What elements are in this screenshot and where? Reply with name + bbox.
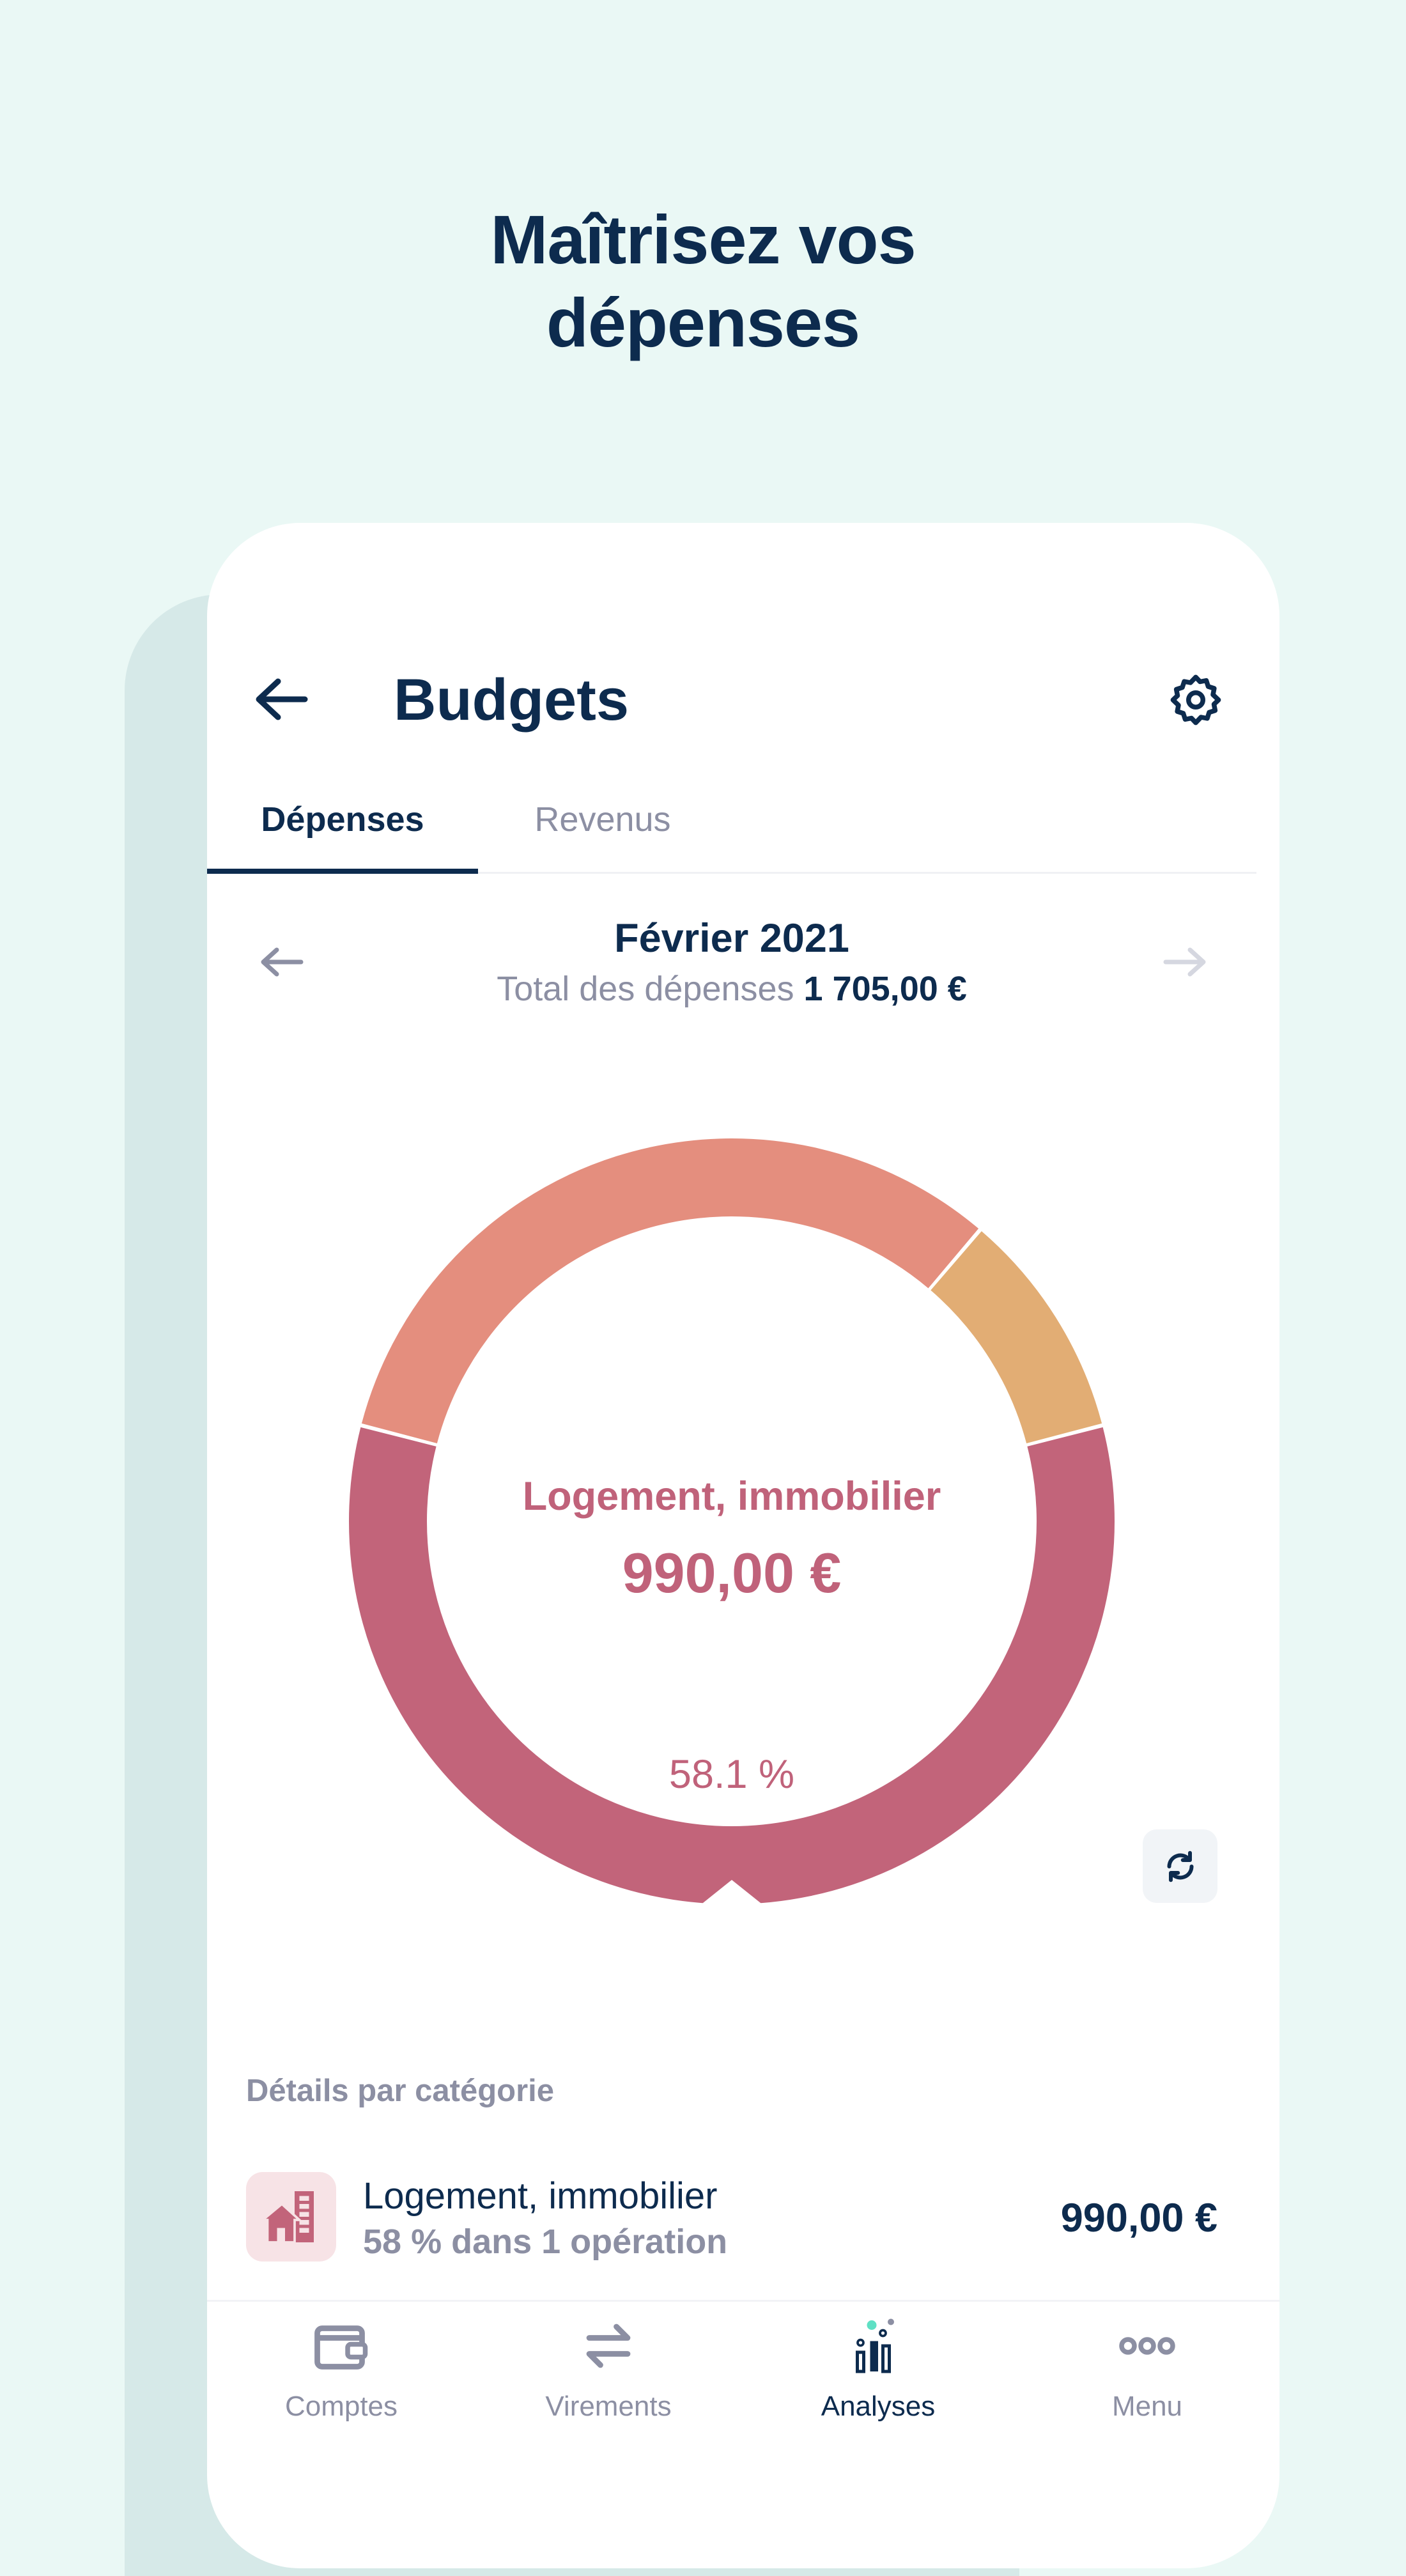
item-amount: 990,00 € bbox=[1060, 2196, 1217, 2240]
back-button[interactable] bbox=[252, 674, 310, 725]
nav-label: Comptes bbox=[284, 2391, 398, 2422]
tab-revenus[interactable]: Revenus bbox=[534, 800, 671, 839]
nav-comptes[interactable]: Comptes bbox=[245, 2314, 437, 2423]
headline: Maîtrisez vos dépenses bbox=[0, 198, 1406, 364]
total-expenses: Total des dépenses 1 705,00 € bbox=[497, 969, 967, 1009]
total-label: Total des dépenses bbox=[497, 970, 794, 1008]
total-value: 1 705,00 € bbox=[803, 970, 967, 1008]
bottom-nav-divider bbox=[207, 2300, 1279, 2302]
donut-amount: 990,00 € bbox=[622, 1541, 842, 1604]
item-name: Logement, immobilier bbox=[363, 2175, 718, 2217]
donut-category-label: Logement, immobilier bbox=[522, 1474, 941, 1519]
headline-line1: Maîtrisez vos bbox=[490, 201, 916, 278]
transfer-arrows-icon bbox=[586, 2324, 631, 2368]
details-heading: Détails par catégorie bbox=[246, 2074, 555, 2108]
tab-depenses[interactable]: Dépenses bbox=[261, 800, 424, 839]
headline-line2: dépenses bbox=[546, 284, 860, 361]
more-dots-icon bbox=[1119, 2337, 1175, 2355]
refresh-icon bbox=[1167, 1851, 1193, 1882]
page-title: Budgets bbox=[394, 667, 629, 733]
month-label: Février 2021 bbox=[614, 916, 849, 961]
wallet-icon bbox=[314, 2325, 368, 2370]
active-tab-indicator bbox=[207, 869, 478, 874]
nav-analyses[interactable]: Analyses bbox=[782, 2314, 974, 2423]
category-list-item[interactable]: Logement, immobilier 58 % dans 1 opérati… bbox=[246, 2172, 1217, 2262]
nav-menu[interactable]: Menu bbox=[1051, 2314, 1243, 2423]
item-subtitle: 58 % dans 1 opération bbox=[363, 2223, 728, 2261]
analytics-chart-icon bbox=[856, 2318, 894, 2373]
nav-virements[interactable]: Virements bbox=[513, 2314, 704, 2423]
refresh-button[interactable] bbox=[1143, 1829, 1217, 1903]
nav-label: Analyses bbox=[821, 2391, 936, 2422]
donut-percent: 58.1 % bbox=[668, 1752, 795, 1797]
next-month-button[interactable] bbox=[1162, 946, 1208, 978]
nav-label: Virements bbox=[545, 2391, 672, 2422]
gear-icon[interactable] bbox=[1167, 671, 1224, 729]
nav-label: Menu bbox=[1111, 2391, 1183, 2422]
tab-divider bbox=[478, 872, 1256, 874]
previous-month-button[interactable] bbox=[259, 946, 305, 978]
house-building-icon bbox=[246, 2172, 336, 2262]
